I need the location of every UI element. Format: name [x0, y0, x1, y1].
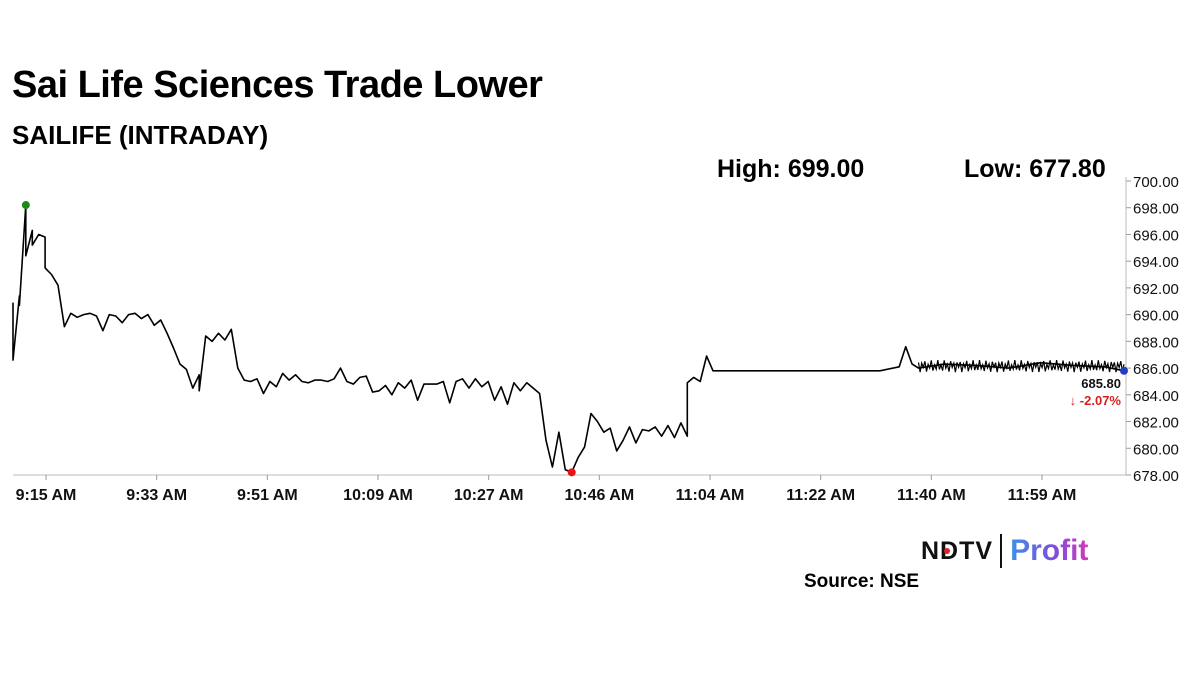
logo-divider	[1000, 534, 1003, 568]
y-tick-label: 688.00	[1133, 334, 1179, 351]
ndtv-profit-logo: NDTV Profit	[921, 531, 1088, 571]
y-tick-label: 690.00	[1133, 308, 1179, 325]
y-tick-label: 698.00	[1133, 201, 1179, 218]
x-tick-label: 10:46 AM	[565, 487, 635, 504]
x-tick-label: 9:33 AM	[126, 487, 187, 504]
x-tick-label: 11:40 AM	[897, 487, 966, 504]
day-low-label: Low: 677.80	[964, 155, 1106, 183]
profit-wordmark: Profit	[1010, 534, 1089, 567]
price-change-label: ↓ -2.07%	[1070, 393, 1122, 408]
last-price-label: 685.80	[1081, 376, 1121, 391]
price-line	[12, 204, 1125, 474]
x-tick-label: 9:15 AM	[16, 487, 77, 504]
y-tick-label: 694.00	[1133, 254, 1179, 271]
ndtv-wordmark: NDTV	[921, 536, 994, 565]
y-tick-label: 696.00	[1133, 227, 1179, 244]
y-tick-label: 686.00	[1133, 361, 1179, 378]
source-note: Source: NSE	[804, 571, 920, 592]
y-tick-label: 678.00	[1133, 468, 1179, 485]
price-line-noise	[917, 359, 1125, 373]
ndtv-red-dot	[944, 548, 950, 554]
low-point-marker	[567, 468, 576, 477]
x-tick-label: 11:59 AM	[1008, 487, 1077, 504]
y-tick-label: 682.00	[1133, 415, 1179, 432]
last-price-marker	[1120, 366, 1128, 375]
down-arrow-icon: ↓	[1070, 393, 1080, 408]
x-axis: 9:15 AM 9:33 AM 9:51 AM 10:09 AM 10:27 AM 10:…	[13, 474, 1126, 504]
x-tick-label: 11:04 AM	[676, 487, 745, 504]
chart-title: Sai Life Sciences Trade Lower	[12, 64, 543, 106]
y-tick-label: 700.00	[1133, 174, 1179, 191]
y-tick-label: 692.00	[1133, 281, 1179, 298]
chart-subtitle: SAILIFE (INTRADAY)	[12, 120, 269, 150]
y-tick-label: 684.00	[1133, 388, 1179, 405]
day-high-label: High: 699.00	[717, 155, 865, 183]
x-tick-label: 11:22 AM	[786, 487, 855, 504]
x-tick-label: 9:51 AM	[237, 487, 298, 504]
y-axis: 678.00 680.00 682.00 684.00 686.00 688.00 690.…	[1125, 174, 1179, 485]
high-point-marker	[21, 201, 30, 210]
x-tick-label: 10:09 AM	[343, 487, 413, 504]
change-percent: -2.07%	[1080, 393, 1122, 408]
x-tick-label: 10:27 AM	[454, 487, 524, 504]
y-tick-label: 680.00	[1133, 441, 1179, 458]
